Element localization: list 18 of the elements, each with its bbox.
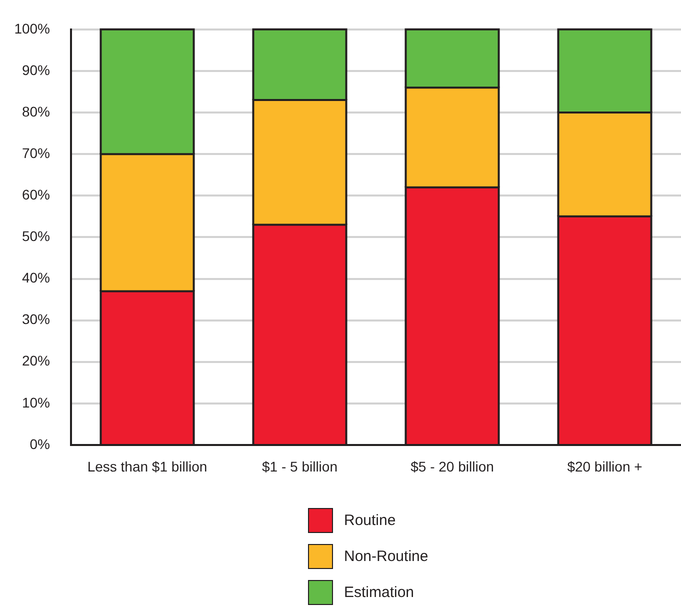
x-tick-label: $5 - 20 billion bbox=[410, 458, 494, 474]
y-tick-label: 0% bbox=[30, 436, 50, 452]
y-tick-label: 90% bbox=[22, 62, 50, 78]
y-tick-label: 100% bbox=[14, 20, 50, 36]
y-tick-label: 20% bbox=[22, 352, 50, 369]
legend-label: Non-Routine bbox=[344, 547, 428, 567]
x-tick-label: Less than $1 billion bbox=[87, 458, 208, 474]
y-tick-label: 70% bbox=[22, 144, 50, 161]
y-tick-label: 40% bbox=[22, 270, 50, 286]
x-tick-label: $20 billion + bbox=[567, 458, 642, 474]
y-tick-label: 30% bbox=[22, 311, 50, 328]
legend-label: Estimation bbox=[344, 583, 414, 603]
y-tick-label: 80% bbox=[22, 103, 50, 120]
y-tick-label: 60% bbox=[22, 186, 50, 202]
y-tick-label: 10% bbox=[22, 394, 50, 410]
x-tick-label: $1 - 5 billion bbox=[262, 458, 338, 474]
y-tick-label: 50% bbox=[22, 228, 50, 244]
legend-label: Routine bbox=[344, 511, 396, 531]
